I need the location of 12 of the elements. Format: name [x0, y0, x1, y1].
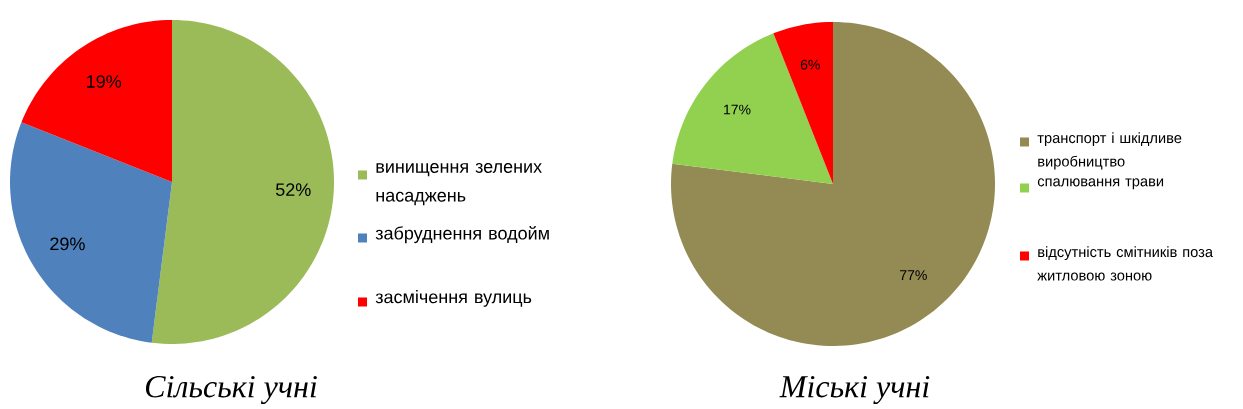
data-label: 77%	[900, 270, 927, 281]
data-label: 17%	[724, 104, 751, 115]
data-label: 19%	[87, 75, 122, 88]
data-label: 29%	[50, 237, 85, 251]
data-label: 52%	[275, 183, 311, 196]
legend-label: засмічення вулиць	[375, 290, 532, 307]
legend-label: відсутність смітників поза житловою зоною	[1037, 246, 1214, 281]
data-label: 6%	[800, 59, 820, 70]
legend-label: забруднення водойм	[375, 226, 549, 244]
text: Міські учні	[779, 375, 930, 405]
text: Сільські учні	[145, 375, 317, 405]
legend-label: спалювання трави	[1037, 178, 1164, 190]
